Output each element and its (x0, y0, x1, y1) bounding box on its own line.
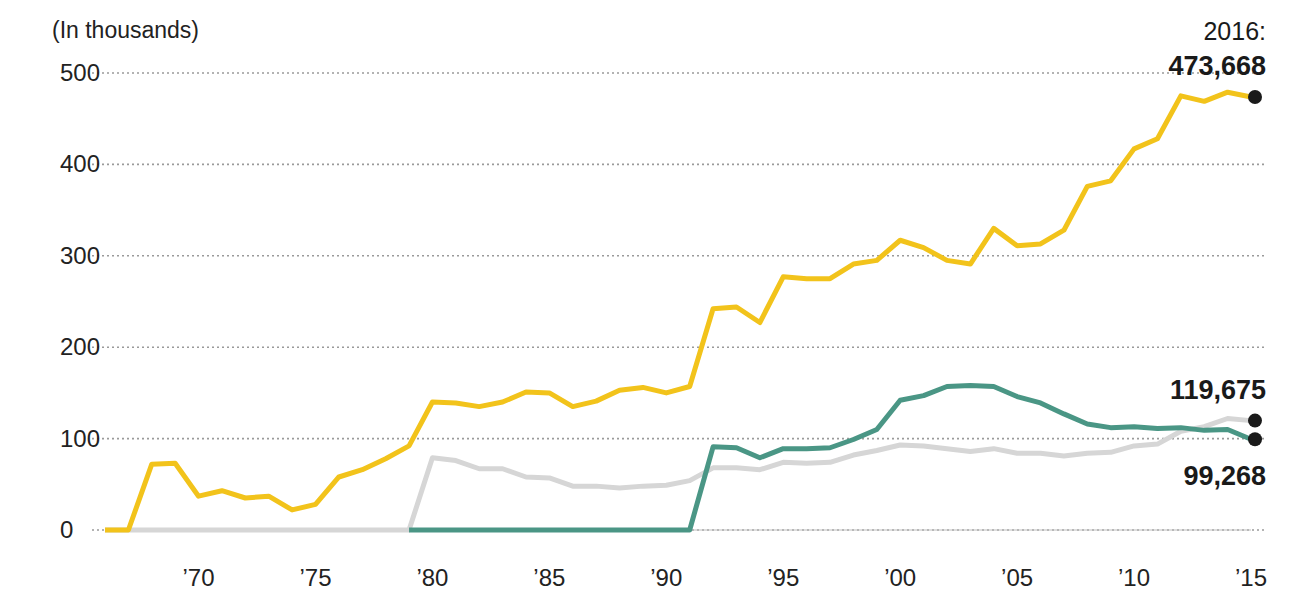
y-tick-label: 300 (60, 242, 100, 269)
x-tick-label: ’00 (884, 564, 916, 591)
line-series (409, 386, 1251, 530)
y-tick-label: 0 (60, 516, 73, 543)
x-tick-label: ’05 (1001, 564, 1033, 591)
line-series (105, 92, 1251, 530)
grid-line (92, 255, 1266, 257)
grid-line (92, 72, 1266, 74)
plot-area (105, 92, 1251, 530)
line-series (105, 418, 1251, 530)
x-tick-label: ’85 (533, 564, 565, 591)
y-tick-label: 500 (60, 59, 100, 86)
x-tick-label: ’10 (1118, 564, 1150, 591)
grid-line (92, 346, 1266, 348)
chart: (In thousands) 0 100 200 300 400 500 ’70 ’75 ’80 ’… (0, 0, 1300, 607)
x-tick-label: ’75 (299, 564, 331, 591)
annotation-value: 99,268 (1183, 461, 1266, 491)
annotation-title: 2016: (1203, 17, 1266, 45)
axis-label: (In thousands) (52, 17, 199, 43)
y-tick-label: 400 (60, 150, 100, 177)
annotation-dot (1248, 414, 1262, 428)
x-tick-label: ’70 (183, 564, 215, 591)
annotation-value: 119,675 (1170, 375, 1266, 405)
annotation-dot (1248, 432, 1262, 446)
grid-line (92, 164, 1266, 166)
x-tick-label: ’15 (1235, 564, 1267, 591)
annotation-value: 473,668 (1168, 51, 1266, 81)
y-tick-label: 100 (60, 425, 100, 452)
y-tick-label: 200 (60, 333, 100, 360)
grid-line (92, 438, 1266, 440)
x-tick-label: ’95 (767, 564, 799, 591)
x-tick-label: ’90 (650, 564, 682, 591)
annotation-dot (1248, 90, 1262, 104)
x-tick-label: ’80 (416, 564, 448, 591)
